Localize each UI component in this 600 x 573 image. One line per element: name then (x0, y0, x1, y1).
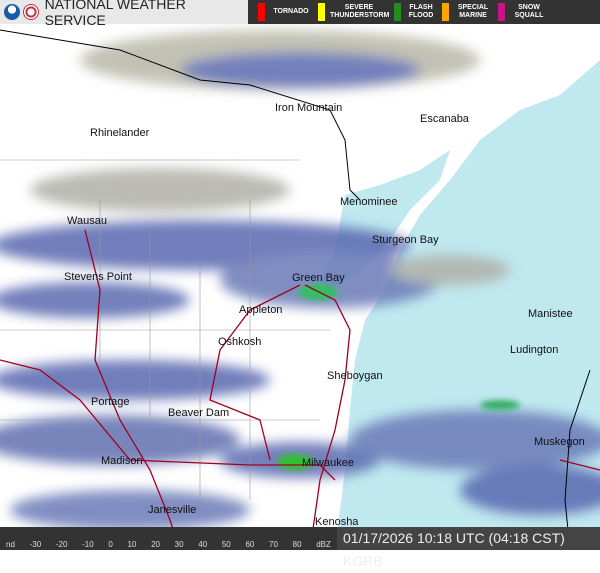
legend-tick: dBZ (316, 540, 331, 549)
warning-label: SEVERE THUNDERSTORM (330, 4, 390, 19)
legend-tick: 20 (151, 540, 160, 549)
brand: NATIONAL WEATHER SERVICE (0, 0, 248, 28)
warning-label: SPECIAL MARINE (457, 4, 489, 19)
reflectivity-colorbar (0, 527, 337, 539)
city-label: Manistee (528, 308, 573, 320)
special-marine-swatch (442, 3, 449, 21)
city-label: Oshkosh (218, 336, 262, 348)
warning-label: SNOW SQUALL (514, 4, 544, 19)
legend-tick: 0 (108, 540, 113, 549)
city-label: Stevens Point (64, 271, 132, 283)
city-label: Madison (101, 455, 143, 467)
city-label: Appleton (239, 304, 283, 316)
warning-legend: TORNADO SEVERE THUNDERSTORM FLASH FLOOD … (248, 0, 600, 24)
legend-tick: 30 (174, 540, 184, 549)
city-label: Portage (91, 396, 130, 408)
timestamp: 01/17/2026 10:18 UTC (04:18 CST) KGRB (337, 527, 600, 569)
warning-tornado: TORNADO (258, 3, 312, 21)
nws-logo-icon (22, 4, 39, 20)
city-label: Rhinelander (90, 127, 150, 139)
legend-tick: nd (6, 540, 15, 549)
city-label: Muskegon (534, 436, 585, 448)
city-label: Sturgeon Bay (372, 234, 439, 246)
state-border (0, 29, 361, 201)
city-label: Ludington (510, 344, 559, 356)
legend-tick: -10 (82, 540, 94, 549)
legend-tick: -30 (29, 540, 42, 549)
city-label: Green Bay (292, 272, 345, 284)
noaa-logo-icon (4, 4, 20, 20)
tornado-swatch (258, 3, 265, 21)
flash-flood-swatch (394, 3, 401, 21)
reflectivity-legend: nd -30 -20 -10 0 10 20 30 40 50 60 70 80… (0, 527, 337, 550)
city-label: Janesville (148, 504, 197, 516)
city-label: Iron Mountain (275, 102, 343, 114)
legend-tick: 40 (198, 540, 208, 549)
city-label: Kenosha (315, 516, 359, 528)
snow-squall-swatch (498, 3, 505, 21)
warning-flash-flood: FLASH FLOOD (394, 3, 436, 21)
city-label: Milwaukee (302, 457, 354, 469)
warning-label: FLASH FLOOD (408, 4, 434, 19)
city-label: Sheboygan (327, 370, 383, 382)
legend-tick: 50 (221, 540, 231, 549)
city-label: Escanaba (420, 113, 469, 125)
radar-map[interactable] (0, 0, 600, 550)
severe-thunderstorm-swatch (318, 3, 325, 21)
legend-tick: 70 (269, 540, 278, 549)
highways (0, 229, 600, 550)
warning-severe-thunderstorm: SEVERE THUNDERSTORM (318, 3, 390, 21)
site-title: NATIONAL WEATHER SERVICE (44, 0, 186, 28)
warning-special-marine: SPECIAL MARINE (442, 3, 492, 21)
header: NATIONAL WEATHER SERVICE TORNADO SEVERE … (0, 0, 600, 28)
legend-tick: 80 (292, 540, 302, 549)
city-label: Menominee (340, 196, 398, 208)
city-label: Wausau (67, 215, 107, 227)
warning-snow-squall: SNOW SQUALL (498, 3, 548, 21)
city-label: Beaver Dam (168, 407, 230, 419)
legend-tick: 60 (245, 540, 255, 549)
legend-tick: 10 (127, 540, 137, 549)
legend-tick: -20 (55, 540, 68, 549)
warning-label: TORNADO (273, 8, 309, 15)
